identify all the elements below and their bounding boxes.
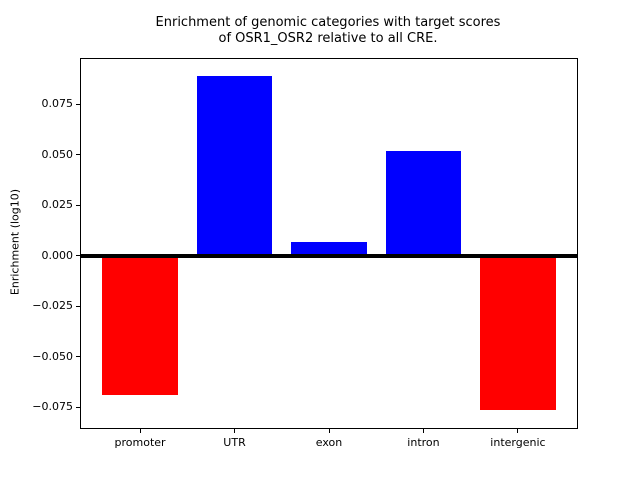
y-tick-mark xyxy=(76,154,80,156)
y-tick-mark xyxy=(76,356,80,358)
y-tick-label: 0.050 xyxy=(41,147,74,161)
plot-area: 0.075 0.050 0.025 0.000 −0.025 −0.050 −0.075 pr… xyxy=(32,58,578,449)
x-tick-label-exon: exon xyxy=(315,436,343,449)
x-tick-mark xyxy=(517,429,519,433)
bar-intron xyxy=(385,150,462,256)
x-tick-mark xyxy=(328,429,330,433)
x-tick-mark xyxy=(422,429,424,433)
chart-title: Enrichment of genomic categories with ta… xyxy=(80,15,576,47)
y-tick-label: 0.075 xyxy=(41,97,74,111)
y-tick-mark xyxy=(76,255,80,257)
y-tick-mark xyxy=(76,406,80,408)
x-tick-mark xyxy=(139,429,141,433)
x-tick-label-UTR: UTR xyxy=(223,436,246,449)
y-tick-label: −0.025 xyxy=(32,299,73,313)
y-tick-label: 0.025 xyxy=(41,198,74,212)
x-tick-label-intron: intron xyxy=(407,436,440,449)
x-tick-label-promoter: promoter xyxy=(114,436,166,449)
y-tick-label: −0.050 xyxy=(32,349,73,363)
chart-title-line-1: Enrichment of genomic categories with ta… xyxy=(155,15,501,30)
y-tick-label: 0.000 xyxy=(41,248,74,262)
bar-exon xyxy=(291,241,367,256)
bar-promoter xyxy=(102,255,178,396)
y-tick-mark xyxy=(76,204,80,206)
bar-UTR xyxy=(196,75,273,256)
y-tick-label: −0.075 xyxy=(32,400,73,414)
zero-baseline xyxy=(81,253,577,258)
bar-intergenic xyxy=(480,255,556,411)
y-tick-mark xyxy=(76,305,80,307)
y-tick-mark xyxy=(76,103,80,105)
x-tick-mark xyxy=(234,429,236,433)
x-tick-label-intergenic: intergenic xyxy=(490,436,546,449)
chart-title-line-2: of OSR1_OSR2 relative to all CRE. xyxy=(218,31,438,46)
